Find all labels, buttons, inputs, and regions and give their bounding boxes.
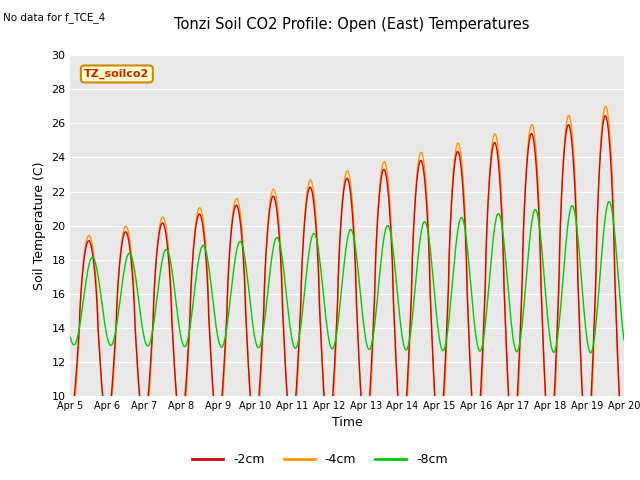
Text: TZ_soilco2: TZ_soilco2 [84, 69, 150, 79]
Text: No data for f_TCE_4: No data for f_TCE_4 [3, 12, 106, 23]
Y-axis label: Soil Temperature (C): Soil Temperature (C) [33, 161, 45, 290]
Text: Tonzi Soil CO2 Profile: Open (East) Temperatures: Tonzi Soil CO2 Profile: Open (East) Temp… [174, 17, 530, 32]
Legend: -2cm, -4cm, -8cm: -2cm, -4cm, -8cm [187, 448, 453, 471]
X-axis label: Time: Time [332, 417, 363, 430]
